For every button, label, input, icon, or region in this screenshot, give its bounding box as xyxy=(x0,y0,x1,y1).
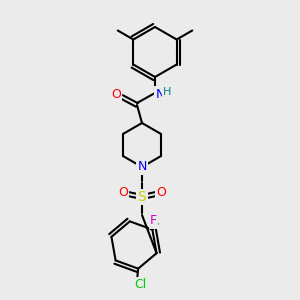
Text: O: O xyxy=(118,185,128,199)
Text: N: N xyxy=(155,88,165,100)
Text: F: F xyxy=(150,214,157,227)
Text: H: H xyxy=(163,87,171,97)
Text: Cl: Cl xyxy=(134,278,147,291)
Text: O: O xyxy=(156,185,166,199)
Text: N: N xyxy=(137,160,147,173)
Text: S: S xyxy=(138,190,146,204)
Text: O: O xyxy=(111,88,121,100)
